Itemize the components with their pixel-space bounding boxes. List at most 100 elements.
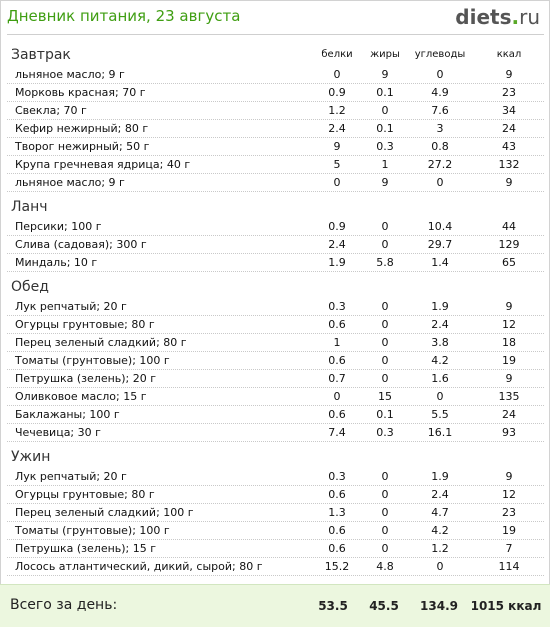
protein-value: 9 (333, 140, 341, 153)
header-divider (7, 34, 544, 35)
meal-name: Ужин (11, 449, 51, 465)
protein-value: 7.4 (328, 426, 346, 439)
food-name: льняное масло; 9 г (15, 68, 125, 81)
protein-value: 0.7 (328, 372, 346, 385)
protein-value: 0.6 (328, 542, 346, 555)
carbs-value: 0 (436, 560, 444, 573)
column-header-protein: белки (321, 49, 353, 60)
food-row[interactable]: Баклажаны; 100 г 0.6 0.1 5.5 24 (7, 406, 544, 424)
food-row[interactable]: Оливковое масло; 15 г 0 15 0 135 (7, 388, 544, 406)
carbs-value: 10.4 (427, 220, 453, 233)
carbs-value: 0 (436, 68, 444, 81)
food-name: Перец зеленый сладкий; 80 г (15, 336, 187, 349)
kcal-value: 23 (502, 506, 516, 519)
fat-value: 0.3 (376, 140, 394, 153)
kcal-value: 19 (502, 524, 516, 537)
fat-value: 0 (381, 220, 389, 233)
kcal-value: 129 (498, 238, 520, 251)
food-row[interactable]: Лосось атлантический, дикий, сырой; 80 г… (7, 558, 544, 576)
food-row[interactable]: Персики; 100 г 0.9 0 10.4 44 (7, 218, 544, 236)
carbs-value: 0.8 (431, 140, 449, 153)
food-row[interactable]: льняное масло; 9 г 0 9 0 9 (7, 66, 544, 84)
fat-value: 0 (381, 238, 389, 251)
food-row[interactable]: Слива (садовая); 300 г 2.4 0 29.7 129 (7, 236, 544, 254)
carbs-value: 1.6 (431, 372, 449, 385)
carbs-value: 1.4 (431, 256, 449, 269)
fat-value: 0 (381, 488, 389, 501)
food-row[interactable]: Свекла; 70 г 1.2 0 7.6 34 (7, 102, 544, 120)
food-row[interactable]: Томаты (грунтовые); 100 г 0.6 0 4.2 19 (7, 352, 544, 370)
food-name: Перец зеленый сладкий; 100 г (15, 506, 194, 519)
daily-total-bar: Всего за день: 53.5 45.5 134.9 1015 ккал (0, 584, 550, 627)
carbs-value: 29.7 (427, 238, 453, 251)
logo-dot: . (511, 5, 520, 29)
food-name: Кефир нежирный; 80 г (15, 122, 149, 135)
total-label: Всего за день: (10, 597, 118, 613)
site-logo[interactable]: diets.ru (455, 5, 540, 29)
fat-value: 0 (381, 372, 389, 385)
carbs-value: 7.6 (431, 104, 449, 117)
food-row[interactable]: Петрушка (зелень); 20 г 0.7 0 1.6 9 (7, 370, 544, 388)
carbs-value: 3.8 (431, 336, 449, 349)
kcal-value: 135 (498, 390, 520, 403)
protein-value: 0.9 (328, 86, 346, 99)
food-name: Свекла; 70 г (15, 104, 87, 117)
kcal-value: 9 (505, 372, 513, 385)
food-name: Огурцы грунтовые; 80 г (15, 488, 155, 501)
carbs-value: 1.9 (431, 300, 449, 313)
fat-value: 0 (381, 336, 389, 349)
protein-value: 0 (333, 68, 341, 81)
fat-value: 0 (381, 300, 389, 313)
protein-value: 0.6 (328, 524, 346, 537)
fat-value: 0 (381, 470, 389, 483)
kcal-value: 18 (502, 336, 516, 349)
food-name: Лук репчатый; 20 г (15, 300, 127, 313)
fat-value: 5.8 (376, 256, 394, 269)
carbs-value: 4.2 (431, 354, 449, 367)
total-carbs: 134.9 (420, 599, 458, 613)
carbs-value: 1.9 (431, 470, 449, 483)
food-row[interactable]: Огурцы грунтовые; 80 г 0.6 0 2.4 12 (7, 486, 544, 504)
carbs-value: 0 (436, 390, 444, 403)
protein-value: 0.6 (328, 488, 346, 501)
protein-value: 0.6 (328, 318, 346, 331)
food-name: Петрушка (зелень); 20 г (15, 372, 157, 385)
food-name: Лосось атлантический, дикий, сырой; 80 г (15, 560, 263, 573)
food-row[interactable]: Томаты (грунтовые); 100 г 0.6 0 4.2 19 (7, 522, 544, 540)
food-row[interactable]: Чечевица; 30 г 7.4 0.3 16.1 93 (7, 424, 544, 442)
page-header: Дневник питания, 23 августа diets.ru (7, 5, 544, 30)
logo-tld: ru (519, 5, 540, 29)
food-row[interactable]: Лук репчатый; 20 г 0.3 0 1.9 9 (7, 298, 544, 316)
food-name: Чечевица; 30 г (15, 426, 101, 439)
fat-value: 15 (378, 390, 392, 403)
food-row[interactable]: Миндаль; 10 г 1.9 5.8 1.4 65 (7, 254, 544, 272)
food-row[interactable]: Морковь красная; 70 г 0.9 0.1 4.9 23 (7, 84, 544, 102)
food-row[interactable]: Кефир нежирный; 80 г 2.4 0.1 3 24 (7, 120, 544, 138)
fat-value: 0 (381, 318, 389, 331)
food-row[interactable]: Лук репчатый; 20 г 0.3 0 1.9 9 (7, 468, 544, 486)
food-row[interactable]: Крупа гречневая ядрица; 40 г 5 1 27.2 132 (7, 156, 544, 174)
food-row[interactable]: Огурцы грунтовые; 80 г 0.6 0 2.4 12 (7, 316, 544, 334)
page-title: Дневник питания, 23 августа (7, 7, 241, 25)
meal-header: Обед (7, 276, 544, 298)
food-row[interactable]: Творог нежирный; 50 г 9 0.3 0.8 43 (7, 138, 544, 156)
carbs-value: 2.4 (431, 488, 449, 501)
food-name: Петрушка (зелень); 15 г (15, 542, 157, 555)
meal-name: Обед (11, 279, 49, 295)
fat-value: 9 (381, 68, 389, 81)
food-name: Баклажаны; 100 г (15, 408, 120, 421)
carbs-value: 27.2 (427, 158, 453, 171)
food-row[interactable]: льняное масло; 9 г 0 9 0 9 (7, 174, 544, 192)
food-row[interactable]: Перец зеленый сладкий; 100 г 1.3 0 4.7 23 (7, 504, 544, 522)
meal-header: Ужин (7, 446, 544, 468)
carbs-value: 16.1 (427, 426, 453, 439)
food-name: Миндаль; 10 г (15, 256, 98, 269)
food-name: Томаты (грунтовые); 100 г (15, 354, 170, 367)
kcal-value: 7 (505, 542, 513, 555)
carbs-value: 5.5 (431, 408, 449, 421)
food-row[interactable]: Перец зеленый сладкий; 80 г 1 0 3.8 18 (7, 334, 544, 352)
food-row[interactable]: Петрушка (зелень); 15 г 0.6 0 1.2 7 (7, 540, 544, 558)
protein-value: 1.2 (328, 104, 346, 117)
column-header-carbs: углеводы (414, 49, 466, 60)
kcal-value: 114 (498, 560, 520, 573)
